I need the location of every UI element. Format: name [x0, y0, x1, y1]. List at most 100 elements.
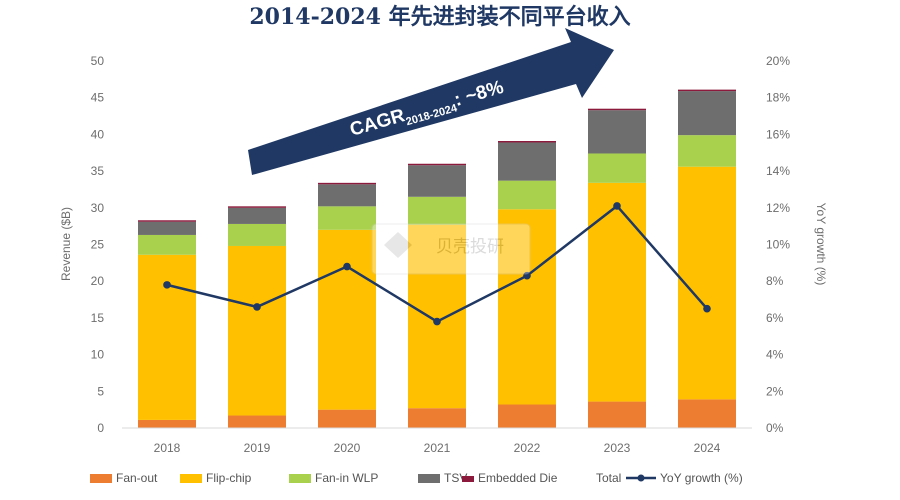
y-tick-label: 5	[97, 384, 104, 398]
bar-segment	[318, 409, 376, 428]
bar-segment	[318, 182, 376, 185]
y-tick-label: 45	[91, 91, 105, 105]
x-tick-label: 2018	[154, 441, 181, 455]
bar-segment	[498, 142, 556, 181]
bar-segment	[678, 166, 736, 400]
y-tick-label: 15	[91, 311, 105, 325]
bar-segment	[678, 135, 736, 167]
y-tick-label: 20	[91, 274, 105, 288]
legend-label: Embedded Die	[478, 471, 558, 485]
y2-tick-label: 6%	[766, 311, 784, 325]
bar-segment	[138, 419, 196, 428]
x-tick-label: 2021	[424, 441, 451, 455]
x-tick-label: 2024	[694, 441, 721, 455]
legend-swatch	[180, 474, 202, 483]
y-tick-label: 0	[97, 421, 104, 435]
y-tick-label: 40	[91, 127, 105, 141]
legend-label: TSV	[444, 471, 467, 485]
y-tick-label: 25	[91, 238, 105, 252]
yoy-growth-point	[433, 317, 441, 326]
bar-segment	[588, 110, 646, 154]
y2-tick-label: 0%	[766, 421, 784, 435]
y2-tick-label: 4%	[766, 348, 784, 362]
bar-segment	[678, 399, 736, 428]
bar-segment	[408, 196, 466, 225]
yoy-line-layer	[163, 202, 711, 326]
yoy-growth-point	[703, 304, 711, 313]
bar-segment	[588, 401, 646, 428]
legend-swatch	[418, 474, 440, 483]
y2-tick-label: 2%	[766, 384, 784, 398]
bar-segment	[498, 404, 556, 428]
bar-segment	[408, 408, 466, 428]
bar-segment	[408, 163, 466, 166]
bar-segment	[588, 153, 646, 183]
chart-title: 2014-2024 年先进封装不同平台收入	[249, 4, 630, 30]
bar-segment	[138, 221, 196, 235]
bar-segment	[588, 182, 646, 402]
legend-swatch	[289, 474, 311, 483]
legend-label: Flip-chip	[206, 471, 252, 485]
watermark-logo-icon	[384, 232, 412, 258]
x-tick-label: 2019	[244, 441, 271, 455]
y2-tick-label: 10%	[766, 238, 790, 252]
bar-layer	[138, 89, 736, 428]
x-tick-label: 2022	[514, 441, 541, 455]
bar-segment	[138, 220, 196, 222]
y2-tick-label: 16%	[766, 127, 790, 141]
y2-tick-label: 20%	[766, 54, 790, 68]
y2-tick-label: 12%	[766, 201, 790, 215]
legend-label: YoY growth (%)	[660, 471, 743, 485]
watermark-text: 贝壳投研	[436, 237, 504, 256]
y-tick-label: 35	[91, 164, 105, 178]
y2-tick-label: 14%	[766, 164, 790, 178]
bar-segment	[138, 254, 196, 420]
bar-segment	[678, 89, 736, 92]
bar-segment	[228, 206, 286, 208]
bar-segment	[498, 180, 556, 210]
left-axis-ticks: 0 5 10 15 20 25 30 35 40 45 50	[91, 54, 105, 435]
bar-segment	[228, 245, 286, 416]
watermark-frame	[371, 223, 531, 275]
bar-segment	[228, 223, 286, 246]
yoy-growth-point	[253, 303, 261, 311]
legend-label: Fan-out	[116, 471, 158, 485]
y-axis-label: Revenue ($B)	[59, 207, 73, 281]
bar-segment	[318, 229, 376, 410]
legend: Fan-out Flip-chip Fan-in WLP TSV Embedded Di…	[90, 471, 743, 485]
yoy-growth-point	[613, 202, 621, 210]
legend-label: Total	[596, 471, 621, 485]
y-tick-label: 50	[91, 54, 105, 68]
legend-label: Fan-in WLP	[315, 471, 378, 485]
bar-segment	[228, 415, 286, 428]
legend-swatch	[90, 474, 112, 483]
yoy-growth-point	[523, 271, 531, 280]
x-axis-ticks: 2018 2019 2020 2021 2022 2023 2024	[154, 441, 721, 455]
x-tick-label: 2023	[604, 441, 631, 455]
cagr-arrow: CAGR2018-2024: ~8%	[248, 28, 614, 175]
y2-tick-label: 18%	[766, 91, 790, 105]
x-tick-label: 2020	[334, 441, 361, 455]
y-tick-label: 30	[91, 201, 105, 215]
yoy-growth-point	[163, 281, 171, 289]
bar-segment	[588, 108, 646, 111]
bar-segment	[318, 184, 376, 207]
y2-tick-label: 8%	[766, 274, 784, 288]
y2-axis-label: YoY growth (%)	[814, 203, 828, 286]
yoy-growth-point	[343, 262, 351, 271]
legend-line-marker	[637, 474, 645, 482]
legend-swatch	[462, 476, 474, 482]
bar-segment	[408, 224, 466, 409]
bar-segment	[318, 206, 376, 230]
cagr-arrow-shape	[248, 28, 614, 175]
y-tick-label: 10	[91, 348, 105, 362]
right-axis-ticks: 0% 2% 4% 6% 8% 10% 12% 14% 16% 18% 20%	[766, 54, 790, 435]
bar-segment	[408, 165, 466, 197]
watermark: 贝壳投研	[371, 223, 531, 275]
bar-segment	[228, 207, 286, 224]
bar-segment	[498, 209, 556, 405]
bar-segment	[678, 91, 736, 136]
bar-segment	[138, 234, 196, 255]
bar-segment	[498, 141, 556, 143]
